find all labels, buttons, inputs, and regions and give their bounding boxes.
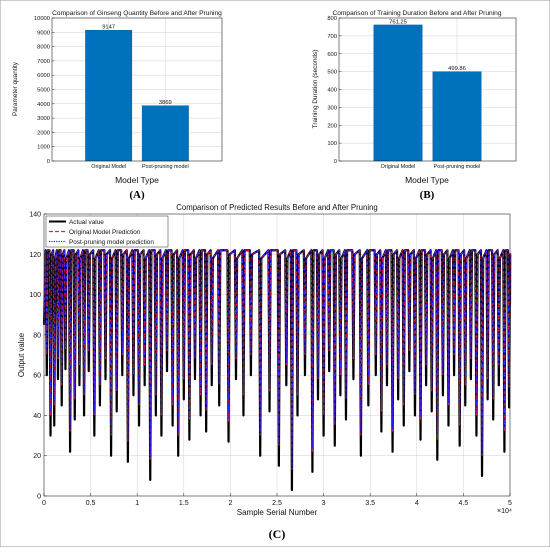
a-bar-2 <box>141 105 189 162</box>
panel-b-label: (B) <box>420 189 435 201</box>
c-x-tick-label: 4.5 <box>459 500 469 507</box>
c-y-tick-label: 80 <box>33 332 41 339</box>
a-y-tick-label: 8000 <box>37 45 50 51</box>
panel-b-value-labels: 761.25 499.86 <box>389 19 466 72</box>
c-x-tick-label: 1 <box>135 500 139 507</box>
c-x-tick-label: 1.5 <box>179 500 189 507</box>
panel-a-grid <box>52 18 222 161</box>
panel-c-title: Comparison of Predicted Results Before a… <box>176 203 378 212</box>
b-bar-1 <box>373 24 423 162</box>
c-x-tick-label: 0 <box>42 500 46 507</box>
a-y-tick-label: 9000 <box>37 30 50 36</box>
panel-a-x-ticks: Original Model Post-pruning model <box>91 164 188 170</box>
a-x-tick-label: Post-pruning model <box>142 164 189 170</box>
panel-c-label: (C) <box>269 527 286 541</box>
c-x-tick-label: 0.5 <box>86 500 96 507</box>
c-y-tick-label: 60 <box>33 373 41 380</box>
legend-item-actual: Actual value <box>69 219 104 226</box>
panel-a-x-label: Model Type <box>115 175 159 185</box>
a-value-label: 9147 <box>102 25 115 31</box>
a-y-tick-label: 0 <box>47 159 50 165</box>
c-x-tick-label: 2 <box>228 500 232 507</box>
a-y-tick-label: 1000 <box>37 145 50 151</box>
a-x-tick-label: Original Model <box>91 164 126 170</box>
b-y-tick-label: 800 <box>327 16 337 22</box>
b-y-tick-label: 600 <box>327 52 337 58</box>
panel-a-label: (A) <box>129 189 145 201</box>
panel-c-series <box>42 248 512 492</box>
c-x-tick-label: 3 <box>322 500 326 507</box>
b-y-tick-label: 700 <box>327 34 337 40</box>
panel-c-legend: Actual value Original Model Prediction P… <box>45 215 169 248</box>
panel-a-value-labels: 9147 3869 <box>102 25 172 106</box>
panel-a-title: Comparison of Ginseng Quantity Before an… <box>52 10 222 17</box>
legend-item-pruned: Post-pruning model prediction <box>69 239 154 246</box>
panel-c-y-ticks: 0 20 40 60 80 100 120 140 <box>29 212 47 501</box>
panel-c-x-label: Sample Serial Number <box>237 508 318 517</box>
c-y-tick-label: 100 <box>29 292 41 299</box>
a-y-tick-label: 5000 <box>37 88 50 94</box>
b-y-tick-label: 300 <box>327 105 337 111</box>
c-x-tick-label: 5 <box>508 500 512 507</box>
a-y-tick-label: 10000 <box>34 16 50 22</box>
a-bar-1 <box>85 29 133 162</box>
panel-b-y-label: Training Duration (seconds) <box>312 50 319 129</box>
legend-item-original: Original Model Prediction <box>69 229 141 236</box>
b-bar-2 <box>432 71 482 162</box>
panel-b-title: Comparison of Training Duration Before a… <box>333 10 502 17</box>
c-y-tick-label: 20 <box>33 453 41 460</box>
panel-c-y-label: Output value <box>17 333 26 377</box>
a-y-tick-label: 2000 <box>37 130 50 136</box>
panel-a-y-ticks: 0 1000 2000 3000 4000 5000 6000 7000 8000 9000 100… <box>34 16 55 165</box>
b-y-tick-label: 500 <box>327 70 337 76</box>
a-value-label: 3869 <box>159 100 172 106</box>
c-x-tick-label: 2.5 <box>272 500 282 507</box>
b-y-tick-label: 100 <box>327 141 337 147</box>
b-y-tick-label: 0 <box>334 159 337 165</box>
panel-b-bars <box>373 24 482 162</box>
panel-b-x-label: Model Type <box>405 175 449 185</box>
b-y-tick-label: 400 <box>327 88 337 94</box>
c-y-tick-label: 140 <box>29 212 41 219</box>
panel-a-bars <box>85 29 189 162</box>
b-x-tick-label: Post-pruning model <box>434 164 481 170</box>
c-y-tick-label: 120 <box>29 252 41 259</box>
c-y-tick-label: 40 <box>33 413 41 420</box>
c-y-tick-label: 0 <box>37 494 41 501</box>
b-value-label: 761.25 <box>389 19 407 25</box>
series-post-pruning-prediction <box>43 248 511 468</box>
b-x-tick-label: Original Model <box>381 164 416 170</box>
a-y-tick-label: 6000 <box>37 73 50 79</box>
panel-b-x-ticks: Original Model Post-pruning model <box>381 164 481 170</box>
a-y-tick-label: 7000 <box>37 59 50 65</box>
a-y-tick-label: 3000 <box>37 116 50 122</box>
c-x-tick-label: 4 <box>415 500 419 507</box>
c-x-tick-label: 3.5 <box>365 500 375 507</box>
panel-c-x-ticks: 0 0.5 1 1.5 2 2.5 3 3.5 4 4.5 5 <box>42 493 512 507</box>
b-y-tick-label: 200 <box>327 123 337 129</box>
panel-b-y-ticks: 0 100 200 300 400 500 600 700 800 <box>327 16 342 165</box>
panel-a-bar-chart: 9147 3869 0 1000 2000 3000 4000 5000 6000 7000 80… <box>12 10 223 201</box>
panel-b-bar-chart: 761.25 499.86 0 100 200 300 400 500 600 700 800 O… <box>312 10 517 201</box>
panel-a-y-label: Parameter quantity <box>12 61 19 116</box>
panel-c-line-chart: 0 20 40 60 80 100 120 140 0 0.5 1 1.5 2 2.5 3 3.5 4 4.5 5… <box>17 203 512 541</box>
a-y-tick-label: 4000 <box>37 102 50 108</box>
b-value-label: 499.86 <box>448 66 466 72</box>
panel-c-x-multiplier: ×10⁴ <box>497 508 512 515</box>
